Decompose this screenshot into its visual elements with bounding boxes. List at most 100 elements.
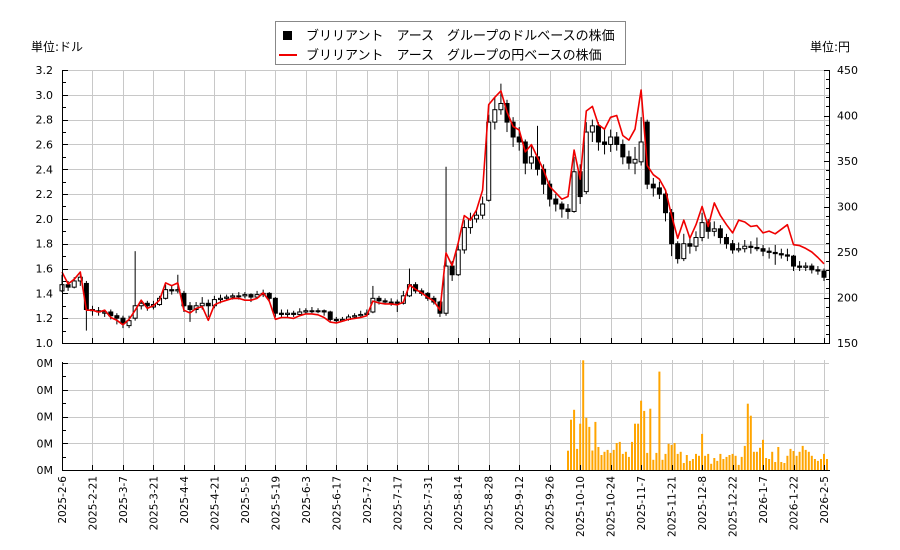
volume-bar xyxy=(728,455,731,470)
volume-bar xyxy=(618,441,621,470)
candle-body xyxy=(315,310,321,313)
volume-bar xyxy=(820,459,822,470)
candle xyxy=(797,261,803,272)
candle-body xyxy=(644,121,650,185)
candle xyxy=(443,166,449,316)
candle xyxy=(553,194,559,212)
x-axis-date-label: 2025-11-21 xyxy=(667,476,679,537)
x-axis-date-label: 2025-9-12 xyxy=(514,476,526,530)
candle xyxy=(803,262,809,272)
candle-body xyxy=(803,265,809,268)
candle-body xyxy=(498,103,504,111)
left-axis-tick-label: 3.2 xyxy=(36,64,54,77)
x-axis-date-label: 2025-8-14 xyxy=(453,476,465,531)
candle-body xyxy=(199,302,205,307)
candle-body xyxy=(821,270,827,278)
volume-bar xyxy=(664,453,667,470)
volume-bar xyxy=(606,449,609,470)
x-axis-date-label: 2025-7-31 xyxy=(423,476,435,530)
candle xyxy=(169,285,175,295)
candle-body xyxy=(626,156,632,164)
candle xyxy=(278,309,284,317)
volume-bar xyxy=(588,426,591,470)
x-axis-date-label: 2025-2-6 xyxy=(57,476,69,524)
candle-body xyxy=(711,228,717,232)
candle-body xyxy=(632,158,638,164)
candle-body xyxy=(693,237,699,247)
candle xyxy=(760,244,766,257)
volume-bar xyxy=(801,445,804,470)
candle xyxy=(358,310,364,317)
volume-bar xyxy=(615,443,618,470)
candle-body xyxy=(742,245,748,250)
candle-body xyxy=(309,310,315,313)
candle-body xyxy=(778,253,784,256)
volume-axis-tick-label: 0M xyxy=(37,357,54,370)
volume-bar xyxy=(612,449,615,470)
candle xyxy=(663,191,669,222)
candle xyxy=(187,302,193,322)
candle xyxy=(809,263,815,274)
candle-body xyxy=(352,315,358,318)
candle xyxy=(126,315,132,329)
right-axis-tick-label: 200 xyxy=(837,292,858,305)
candle-body xyxy=(656,187,662,195)
volume-bar xyxy=(649,408,652,470)
legend: ブリリアント アース グループのドルベースの株価 ブリリアント アース グループ… xyxy=(275,21,626,65)
candle-body xyxy=(65,284,71,288)
legend-box xyxy=(275,21,626,65)
x-axis-date-label: 2025-4-4 xyxy=(179,476,191,524)
x-axis-date-label: 2025-5-5 xyxy=(240,476,252,524)
volume-bar xyxy=(823,453,825,470)
candle-body xyxy=(394,301,400,304)
volume-bar xyxy=(740,456,743,470)
volume-bar xyxy=(734,455,737,470)
candle-body xyxy=(510,121,516,138)
candle-body xyxy=(492,109,498,123)
left-axis-tick-label: 1.2 xyxy=(36,312,54,325)
candle xyxy=(632,146,638,175)
volume-axis-tick-label: 0M xyxy=(37,464,54,477)
volume-bar xyxy=(804,449,807,470)
candle-body xyxy=(553,198,559,205)
volume-bar xyxy=(637,423,640,470)
volume-bar xyxy=(777,447,780,470)
candle-body xyxy=(784,254,790,257)
volume-bar xyxy=(594,421,597,470)
candle-body xyxy=(620,143,626,158)
candle xyxy=(602,129,608,155)
candle-body xyxy=(699,222,705,239)
x-axis-date-label: 2026-1-7 xyxy=(758,476,770,524)
x-axis-date-label: 2025-10-10 xyxy=(575,476,587,537)
candle-body xyxy=(230,295,236,298)
volume-bar xyxy=(695,453,697,470)
right-axis-tick-label: 400 xyxy=(837,110,858,123)
candle-body xyxy=(71,280,77,288)
candle-body xyxy=(291,312,297,315)
candle-body xyxy=(589,125,595,133)
volume-bar xyxy=(676,453,679,470)
volume-bar xyxy=(752,451,755,470)
candle xyxy=(736,242,742,253)
volume-bar xyxy=(691,459,694,470)
candle xyxy=(614,132,620,151)
candle-body xyxy=(614,136,620,145)
candle xyxy=(321,309,327,316)
candle-body xyxy=(388,301,394,304)
volume-bar xyxy=(762,439,764,470)
candle-body xyxy=(571,171,577,212)
volume-bar xyxy=(576,448,579,470)
candle xyxy=(772,244,778,265)
volume-bar xyxy=(813,459,816,470)
candle-body xyxy=(815,269,821,272)
volume-bar xyxy=(673,443,676,470)
x-axis-date-label: 2025-4-21 xyxy=(209,476,221,530)
volume-bar xyxy=(582,360,585,470)
candle xyxy=(723,233,729,249)
left-axis-tick-label: 2.4 xyxy=(36,163,54,176)
volume-axis-tick-label: 0M xyxy=(37,384,54,397)
candle-body xyxy=(687,243,693,247)
candle-body xyxy=(723,237,729,245)
right-axis-tick-label: 150 xyxy=(837,337,858,350)
candle-body xyxy=(303,310,309,313)
